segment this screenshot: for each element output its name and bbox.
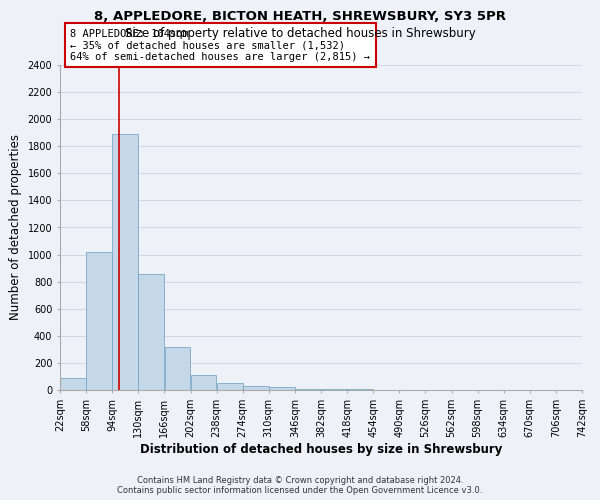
Bar	[243, 386, 269, 390]
Text: 8 APPLEDORE: 104sqm
← 35% of detached houses are smaller (1,532)
64% of semi-det: 8 APPLEDORE: 104sqm ← 35% of detached ho…	[70, 28, 370, 62]
Bar	[191, 375, 217, 390]
Text: Size of property relative to detached houses in Shrewsbury: Size of property relative to detached ho…	[125, 28, 475, 40]
Text: Contains HM Land Registry data © Crown copyright and database right 2024.
Contai: Contains HM Land Registry data © Crown c…	[118, 476, 482, 495]
X-axis label: Distribution of detached houses by size in Shrewsbury: Distribution of detached houses by size …	[140, 442, 502, 456]
Y-axis label: Number of detached properties: Number of detached properties	[9, 134, 22, 320]
Bar	[217, 383, 242, 390]
Text: 8, APPLEDORE, BICTON HEATH, SHREWSBURY, SY3 5PR: 8, APPLEDORE, BICTON HEATH, SHREWSBURY, …	[94, 10, 506, 23]
Bar	[112, 134, 138, 390]
Bar	[60, 378, 86, 390]
Bar	[86, 252, 112, 390]
Bar	[269, 388, 295, 390]
Bar	[139, 274, 164, 390]
Bar	[164, 346, 190, 390]
